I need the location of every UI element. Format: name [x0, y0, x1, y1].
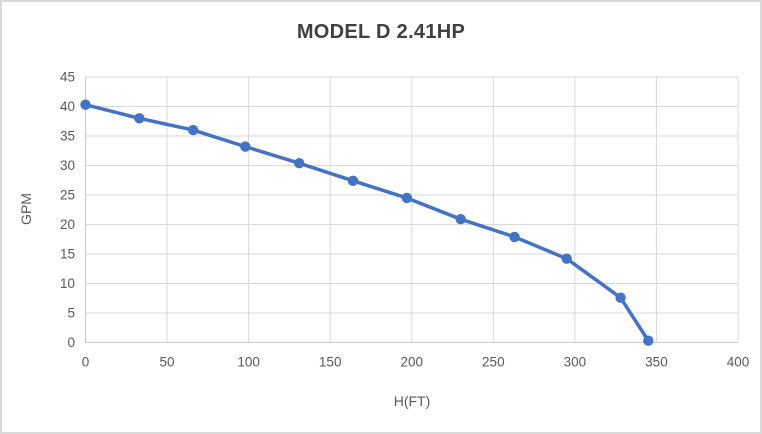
x-axis-title: H(FT)	[393, 393, 431, 409]
data-point-marker	[134, 113, 145, 124]
y-tick-label: 30	[60, 158, 75, 173]
x-tick-label: 250	[482, 355, 505, 370]
data-point-marker	[401, 192, 413, 204]
y-tick-label: 35	[60, 129, 75, 144]
y-axis-title: GPM	[18, 193, 34, 225]
y-tick-label: 25	[60, 188, 75, 203]
x-tick-label: 350	[645, 355, 668, 370]
y-tick-label: 45	[60, 70, 75, 85]
x-tick-label: 50	[160, 355, 175, 370]
x-tick-label: 0	[82, 355, 90, 370]
data-point-marker	[643, 335, 654, 346]
y-tick-label: 40	[60, 99, 75, 114]
data-point-marker	[455, 213, 466, 225]
data-point-marker	[561, 253, 572, 264]
data-point-marker	[240, 141, 251, 152]
y-tick-label: 20	[60, 217, 75, 232]
x-tick-label: 100	[237, 355, 260, 370]
data-point-marker	[615, 292, 626, 303]
data-point-marker	[187, 124, 199, 136]
data-point-marker	[509, 231, 520, 243]
y-tick-label: 15	[60, 247, 75, 262]
x-tick-label: 200	[400, 355, 423, 370]
data-point-marker	[293, 157, 305, 169]
y-tick-label: 10	[60, 276, 75, 291]
data-point-marker	[80, 99, 91, 110]
x-tick-label: 300	[564, 355, 587, 370]
x-tick-label: 150	[319, 355, 342, 370]
pump-curve-line	[83, 102, 651, 343]
x-tick-label: 400	[727, 355, 750, 370]
y-tick-label: 5	[67, 306, 75, 321]
y-tick-label: 0	[67, 335, 75, 350]
data-point-marker	[347, 175, 359, 187]
chart-title: MODEL D 2.41HP	[296, 21, 466, 43]
